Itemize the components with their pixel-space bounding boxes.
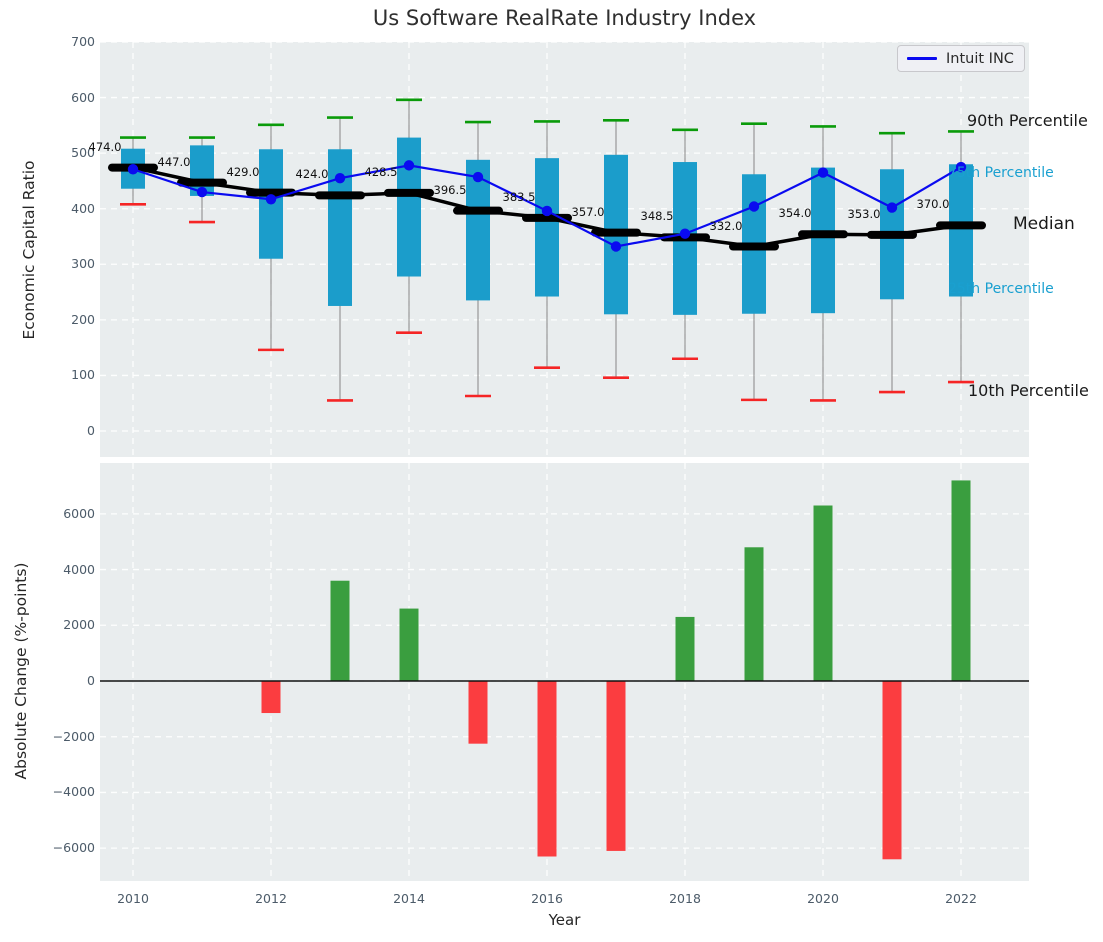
intuit-marker-2013 <box>335 173 345 183</box>
bottom-y-tick-label: 0 <box>35 673 95 689</box>
intuit-marker-2015 <box>473 172 483 182</box>
top-y-tick-label: 400 <box>35 201 95 217</box>
median-value-label: 370.0 <box>911 198 955 211</box>
bar-2021 <box>883 681 902 859</box>
top-y-tick-label: 200 <box>35 312 95 328</box>
box-2014 <box>397 138 421 277</box>
median-value-label: 424.0 <box>290 168 334 181</box>
chart-title: Us Software RealRate Industry Index <box>100 6 1029 30</box>
bottom-y-tick-label: −2000 <box>35 729 95 745</box>
intuit-marker-2012 <box>266 194 276 204</box>
x-tick-label: 2022 <box>931 891 991 907</box>
plots-canvas <box>0 0 1103 942</box>
x-axis-label: Year <box>100 911 1029 929</box>
bottom-y-tick-label: 6000 <box>35 506 95 522</box>
top-y-tick-label: 300 <box>35 256 95 272</box>
intuit-marker-2014 <box>404 160 414 170</box>
median-value-label: 357.0 <box>566 206 610 219</box>
box-2016 <box>535 158 559 296</box>
box-2022 <box>949 164 973 296</box>
x-tick-label: 2010 <box>103 891 163 907</box>
intuit-marker-2019 <box>749 201 759 211</box>
intuit-marker-2018 <box>680 229 690 239</box>
median-value-label: 383.5 <box>497 191 541 204</box>
intuit-marker-2011 <box>197 187 207 197</box>
intuit-marker-2016 <box>542 206 552 216</box>
median-value-label: 353.0 <box>842 208 886 221</box>
x-tick-label: 2020 <box>793 891 853 907</box>
bar-2017 <box>607 681 626 851</box>
bottom-y-tick-label: −6000 <box>35 840 95 856</box>
bar-2019 <box>745 547 764 681</box>
x-tick-label: 2012 <box>241 891 301 907</box>
bar-2013 <box>331 581 350 681</box>
bottom-y-tick-label: 2000 <box>35 617 95 633</box>
median-value-label: 428.5 <box>359 166 403 179</box>
bar-2014 <box>400 609 419 681</box>
bar-2018 <box>676 617 695 681</box>
annotation-90th-percentile: 90th Percentile <box>967 112 1088 130</box>
legend-label: Intuit INC <box>946 51 1014 67</box>
x-tick-label: 2014 <box>379 891 439 907</box>
bottom-y-axis-label: Absolute Change (%-points) <box>12 563 30 780</box>
top-y-tick-label: 0 <box>35 423 95 439</box>
box-2020 <box>811 168 835 314</box>
annotation-75th-percentile: 75th Percentile <box>948 165 1054 181</box>
intuit-marker-2010 <box>128 164 138 174</box>
top-y-tick-label: 700 <box>35 34 95 50</box>
intuit-marker-2017 <box>611 241 621 251</box>
x-tick-label: 2018 <box>655 891 715 907</box>
bar-2012 <box>262 681 281 713</box>
bottom-y-tick-label: 4000 <box>35 562 95 578</box>
intuit-marker-2021 <box>887 202 897 212</box>
legend: Intuit INC <box>897 45 1025 72</box>
median-value-label: 429.0 <box>221 166 265 179</box>
annotation-25th-percentile: 25th Percentile <box>948 281 1054 297</box>
median-value-label: 348.5 <box>635 210 679 223</box>
median-value-label: 332.0 <box>704 220 748 233</box>
top-y-tick-label: 600 <box>35 90 95 106</box>
annotation-median: Median <box>1013 215 1075 233</box>
bar-2020 <box>814 506 833 681</box>
median-value-label: 396.5 <box>428 184 472 197</box>
median-value-label: 474.0 <box>83 141 127 154</box>
legend-line-sample <box>907 57 937 60</box>
annotation-10th-percentile: 10th Percentile <box>968 382 1089 400</box>
bar-2016 <box>538 681 557 856</box>
bar-2015 <box>469 681 488 744</box>
bottom-y-tick-label: −4000 <box>35 784 95 800</box>
intuit-marker-2020 <box>818 167 828 177</box>
median-value-label: 354.0 <box>773 207 817 220</box>
top-y-tick-label: 100 <box>35 367 95 383</box>
median-value-label: 447.0 <box>152 156 196 169</box>
x-tick-label: 2016 <box>517 891 577 907</box>
figure: Us Software RealRate Industry Index Econ… <box>0 0 1103 942</box>
bar-2022 <box>952 480 971 681</box>
